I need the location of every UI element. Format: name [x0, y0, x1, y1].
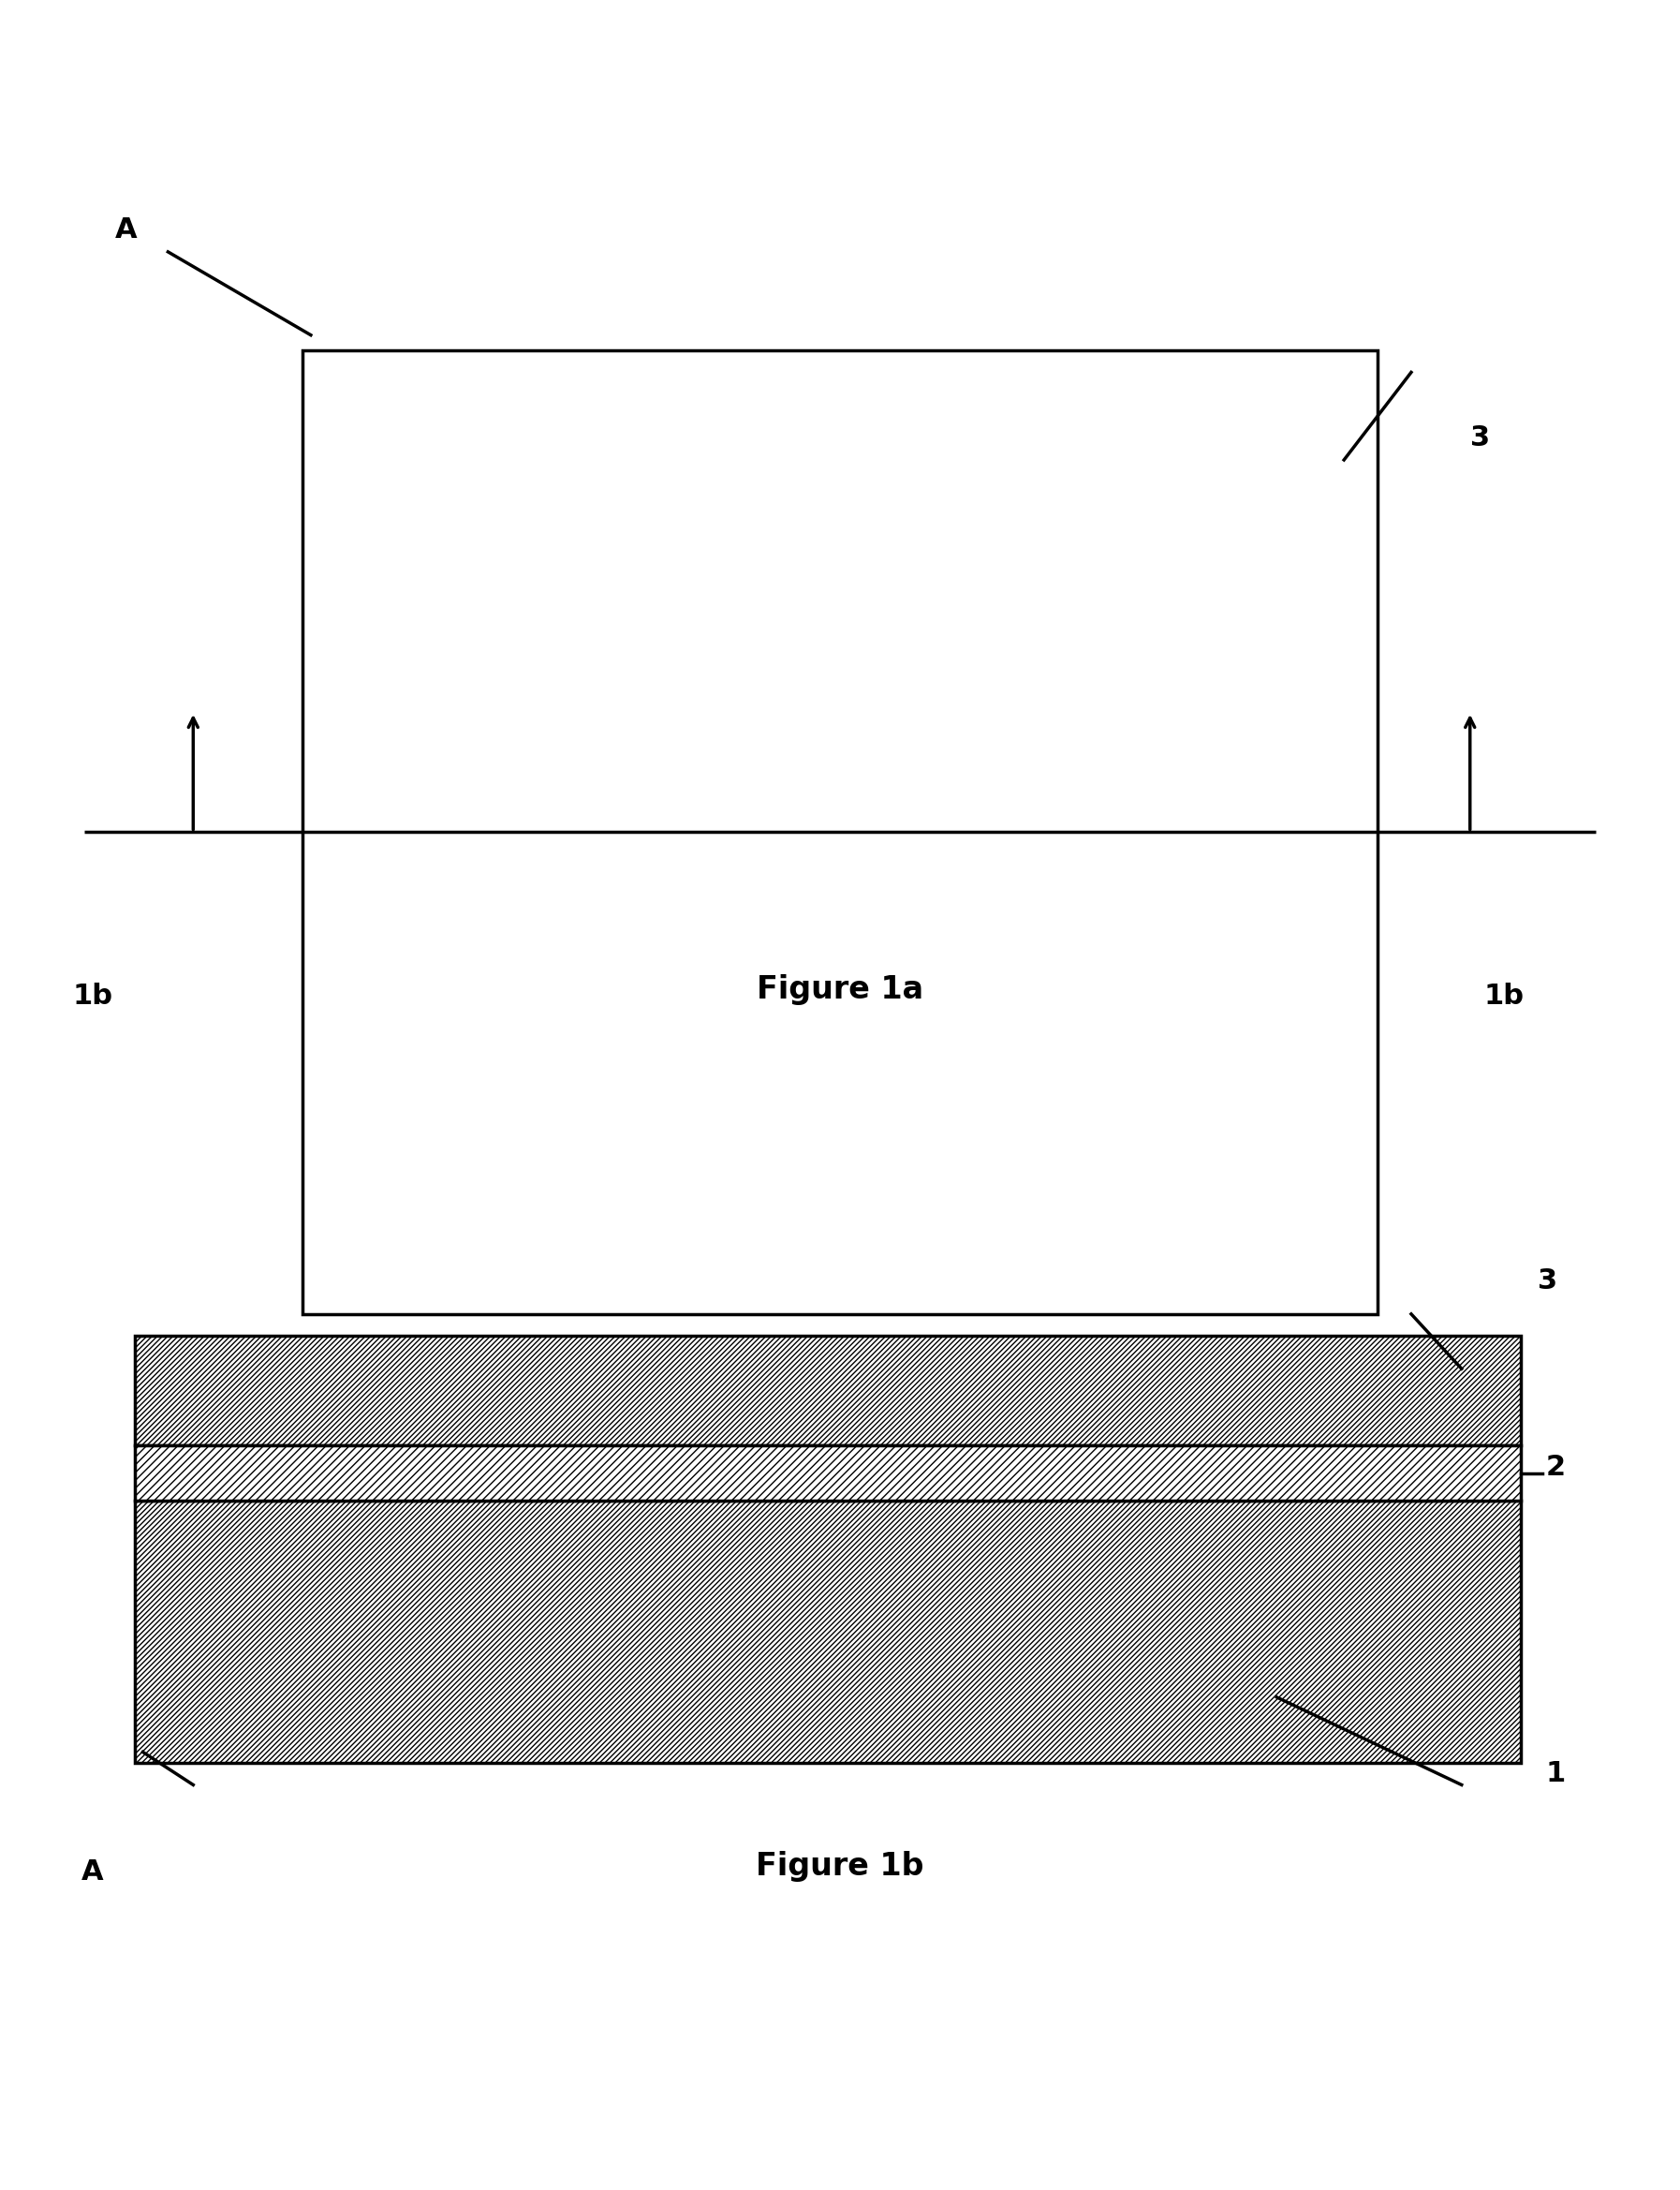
- Text: Figure 1b: Figure 1b: [756, 1851, 924, 1881]
- Bar: [134, 1500, 1520, 1763]
- Bar: [134, 1445, 1520, 1500]
- Text: 3: 3: [1470, 425, 1490, 451]
- Text: 2: 2: [1546, 1454, 1566, 1480]
- Bar: [134, 1336, 1520, 1445]
- Text: Figure 1a: Figure 1a: [756, 975, 924, 1005]
- Bar: [302, 350, 1378, 1314]
- Text: 1b: 1b: [72, 983, 113, 1010]
- Text: 1b: 1b: [1483, 983, 1524, 1010]
- Text: 1: 1: [1546, 1761, 1566, 1787]
- Text: A: A: [114, 217, 138, 243]
- Text: A: A: [81, 1859, 104, 1886]
- Text: 3: 3: [1537, 1268, 1557, 1294]
